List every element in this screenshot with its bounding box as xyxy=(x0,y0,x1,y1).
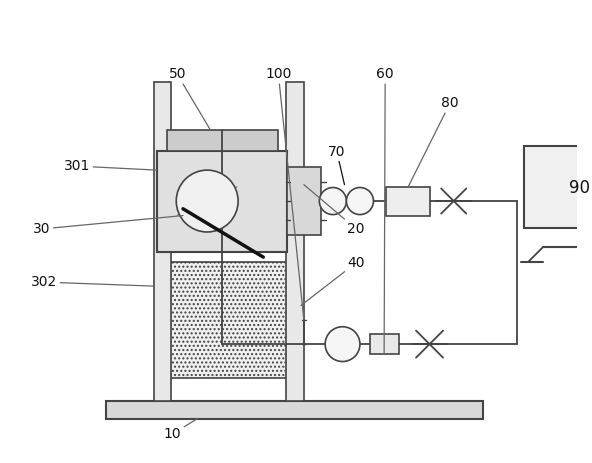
Bar xyxy=(157,151,288,252)
Bar xyxy=(106,401,482,419)
Text: 100: 100 xyxy=(265,67,304,320)
Text: 10: 10 xyxy=(163,419,198,441)
Bar xyxy=(369,334,398,354)
Text: 70: 70 xyxy=(328,144,346,185)
Bar xyxy=(154,82,172,401)
Bar xyxy=(287,82,304,401)
Circle shape xyxy=(176,170,238,232)
Circle shape xyxy=(319,188,346,214)
Bar xyxy=(166,130,278,151)
Text: 30: 30 xyxy=(33,216,183,236)
Circle shape xyxy=(346,188,374,214)
Bar xyxy=(525,146,592,228)
Text: 60: 60 xyxy=(377,67,394,354)
Bar xyxy=(166,262,301,378)
Text: 302: 302 xyxy=(31,275,154,289)
Text: 40: 40 xyxy=(301,256,365,306)
Text: 301: 301 xyxy=(64,159,157,173)
Text: 80: 80 xyxy=(408,96,459,187)
Text: 20: 20 xyxy=(304,185,365,236)
Text: 50: 50 xyxy=(169,67,210,130)
Bar xyxy=(288,167,321,235)
Text: 90: 90 xyxy=(569,179,590,196)
Bar xyxy=(386,187,430,216)
Circle shape xyxy=(325,327,360,362)
